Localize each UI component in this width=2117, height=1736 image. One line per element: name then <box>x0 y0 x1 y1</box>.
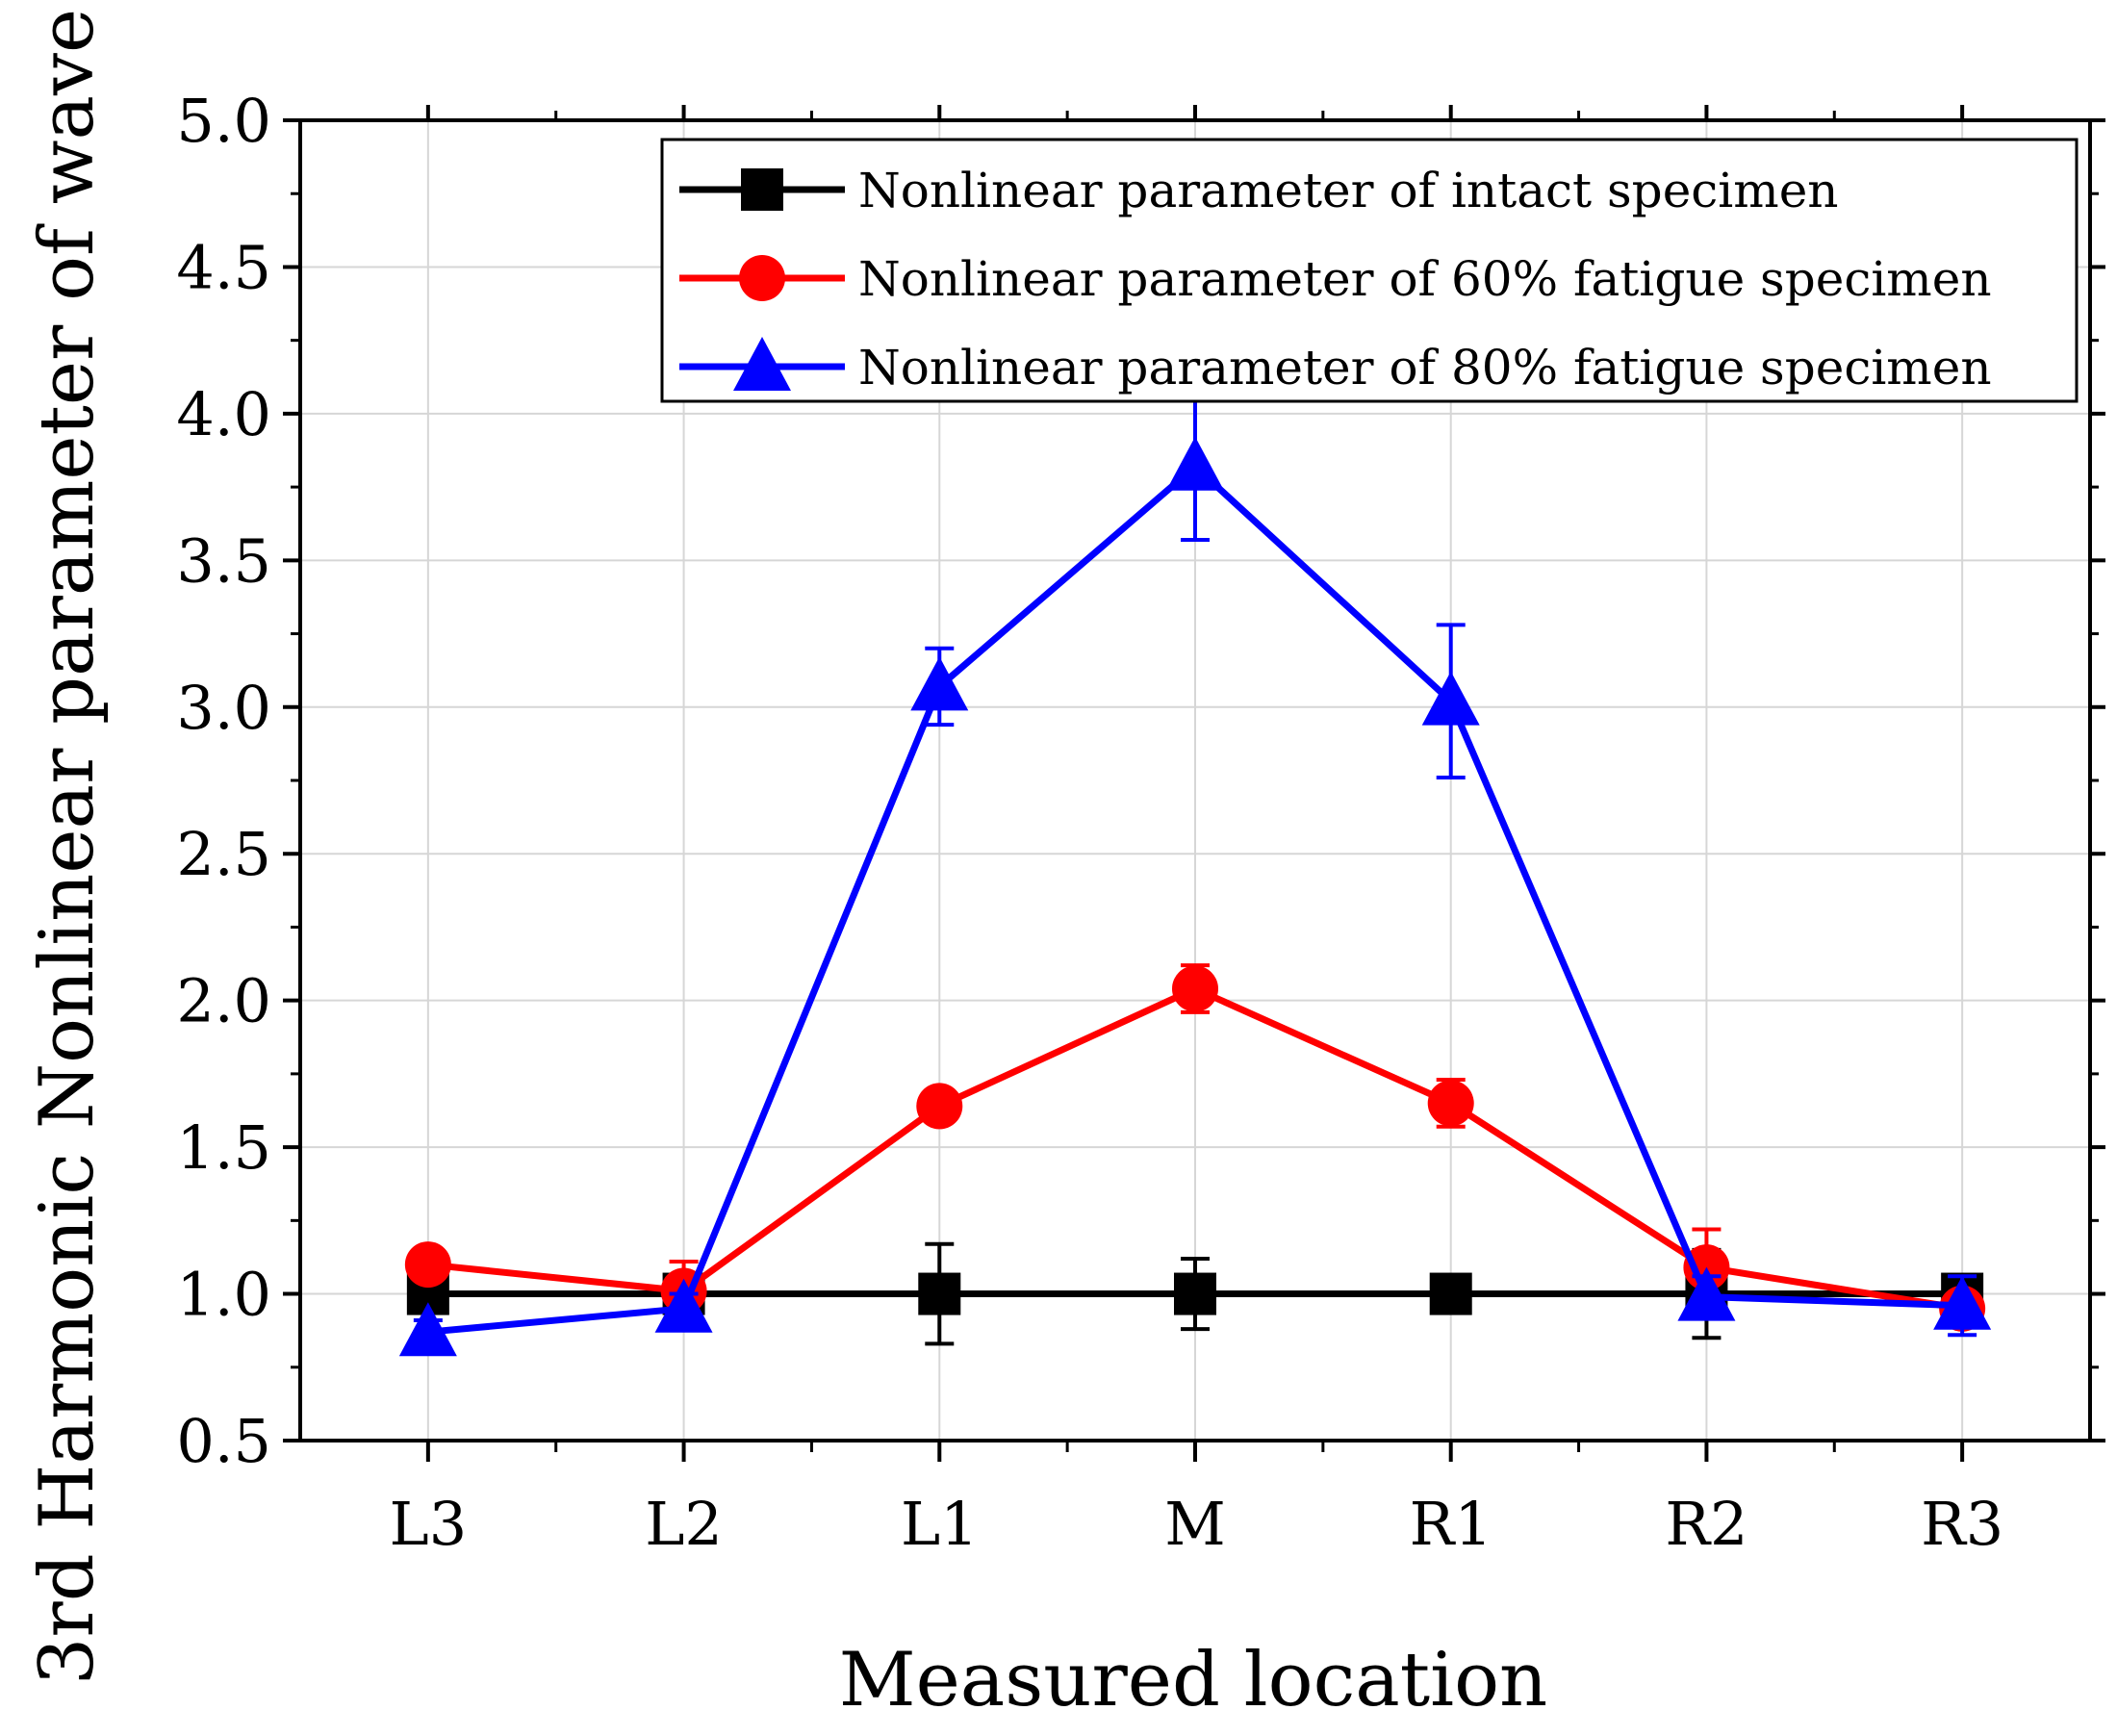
y-tick-label: 5.0 <box>176 86 271 156</box>
series-0 <box>406 1241 1984 1346</box>
y-tick-label: 1.5 <box>176 1112 271 1183</box>
data-point <box>1172 965 1218 1012</box>
data-point <box>916 1083 963 1130</box>
legend-item-2: Nonlinear parameter of 80% fatigue speci… <box>679 337 1992 396</box>
data-point <box>1174 1272 1216 1315</box>
legend-marker <box>741 168 783 211</box>
data-point <box>1166 436 1224 491</box>
data-point <box>1421 671 1480 726</box>
x-axis-title: Measured location <box>839 1637 1548 1723</box>
y-tick-label: 4.5 <box>176 232 271 302</box>
x-tick-label: R3 <box>1921 1489 2003 1559</box>
y-tick-label: 4.0 <box>176 379 271 449</box>
y-tick-label: 3.5 <box>176 525 271 596</box>
data-point <box>1427 1080 1474 1127</box>
data-series <box>398 391 1992 1357</box>
tick-labels: 0.5 1.0 1.5 2.0 2.5 3.0 3.5 4.0 4.5 5.0 L3 L2 L1 M R1 R… <box>176 86 2003 1559</box>
x-tick-label: L3 <box>390 1489 468 1559</box>
y-tick-label: 1.0 <box>176 1260 271 1330</box>
y-tick-label: 2.0 <box>176 966 271 1036</box>
legend-label: Nonlinear parameter of 60% fatigue speci… <box>858 251 1992 307</box>
data-point <box>1429 1272 1472 1315</box>
x-tick-label: R2 <box>1665 1489 1747 1559</box>
data-point <box>398 1302 457 1357</box>
x-tick-label: M <box>1164 1489 1225 1559</box>
data-point <box>1933 1275 1992 1330</box>
legend-item-0: Nonlinear parameter of intact specimen <box>679 163 1838 218</box>
legend: Nonlinear parameter of intact specimen No… <box>660 138 2079 403</box>
axes <box>283 105 2105 1462</box>
data-point <box>910 656 969 711</box>
data-point <box>918 1272 961 1315</box>
legend-marker <box>733 337 791 391</box>
data-point <box>1677 1266 1736 1321</box>
legend-label: Nonlinear parameter of 80% fatigue speci… <box>858 340 1992 396</box>
y-axis-title: 3rd Harmonic Nonlinear parameter of wave <box>24 9 111 1685</box>
data-point <box>654 1278 713 1333</box>
y-tick-label: 3.0 <box>176 673 271 743</box>
legend-item-1: Nonlinear parameter of 60% fatigue speci… <box>679 251 1992 307</box>
x-tick-label: L2 <box>645 1489 723 1559</box>
y-tick-label: 2.5 <box>176 819 271 889</box>
legend-marker <box>739 255 785 301</box>
x-tick-label: R1 <box>1410 1489 1492 1559</box>
data-point <box>404 1241 451 1289</box>
legend-label: Nonlinear parameter of intact specimen <box>858 163 1838 218</box>
series-2 <box>398 391 1992 1357</box>
y-tick-label: 0.5 <box>176 1406 271 1476</box>
x-tick-label: L1 <box>901 1489 979 1559</box>
legend-box <box>660 138 2079 403</box>
